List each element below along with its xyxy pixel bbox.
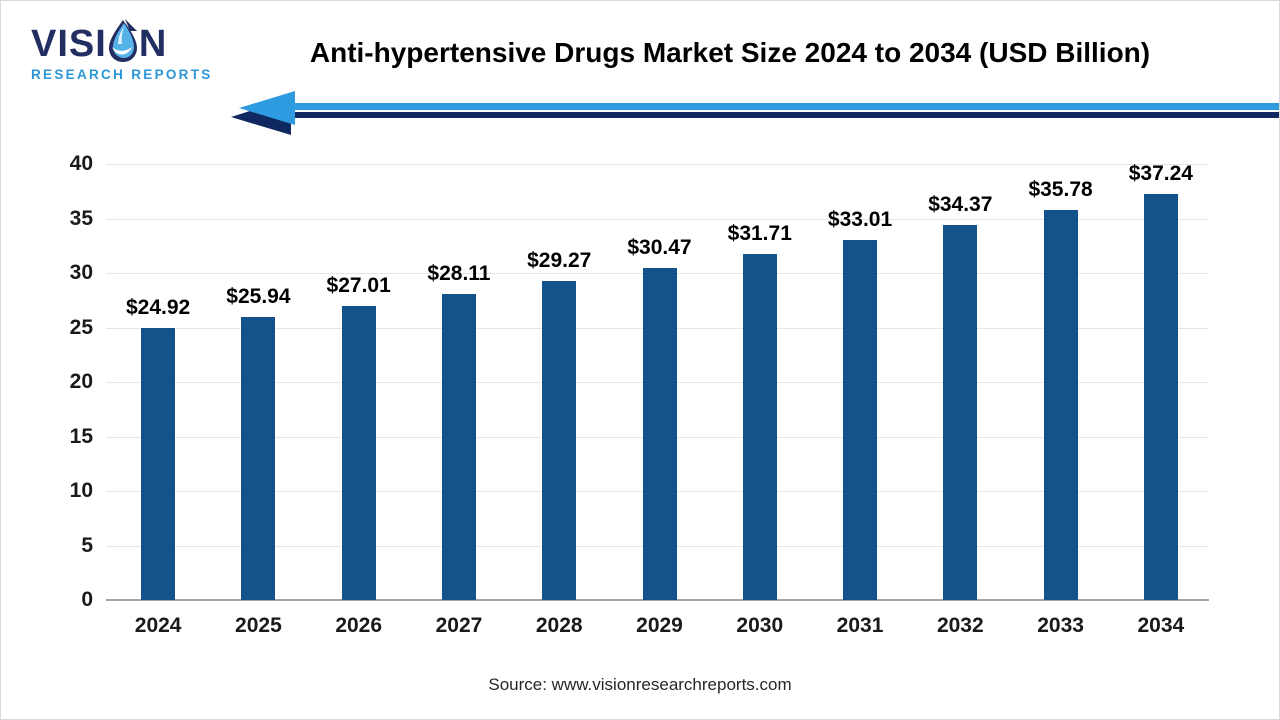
bar-value-label: $24.92	[126, 296, 191, 320]
bar	[1143, 194, 1178, 600]
y-axis-tick-label: 35	[69, 206, 93, 230]
logo-wordmark: VISI N	[31, 17, 241, 65]
bar	[241, 317, 276, 600]
y-axis-tick-label: 40	[69, 152, 93, 175]
bar-value-label: $34.37	[928, 193, 993, 217]
y-axis-tick-label: 25	[69, 315, 93, 339]
bar-value-label: $29.27	[527, 248, 592, 272]
bar-value-label: $25.94	[226, 285, 291, 309]
logo-text-part2: N	[138, 22, 168, 65]
x-axis-tick-label: 2025	[235, 614, 282, 637]
x-axis-tick-label: 2027	[435, 614, 483, 637]
bar	[642, 267, 677, 600]
x-axis-line	[106, 599, 1209, 601]
bar-value-label: $33.01	[827, 208, 893, 232]
bar	[1043, 209, 1078, 600]
gridline	[106, 164, 1209, 165]
x-axis-tick-label: 2034	[1137, 614, 1185, 637]
x-axis-tick-label: 2031	[836, 614, 884, 637]
gridline	[106, 218, 1209, 220]
bar-value-label: $35.78	[1028, 177, 1093, 201]
bar	[341, 305, 376, 600]
x-axis-tick-label: 2030	[736, 614, 784, 637]
bar	[542, 280, 577, 600]
y-axis-tick-label: 30	[69, 261, 93, 284]
bar-value-label: $31.71	[727, 222, 792, 246]
vision-research-reports-logo: VISI N RESEARCH REPORTS	[31, 17, 241, 82]
page-title: Anti-hypertensive Drugs Market Size 2024…	[309, 37, 1151, 68]
bar-value-label: $30.47	[627, 235, 692, 259]
bar-value-label: $27.01	[326, 273, 391, 297]
y-axis-tick-label: 10	[69, 479, 93, 502]
y-axis-tick-label: 0	[81, 588, 93, 611]
x-axis-tick-label: 2028	[535, 614, 583, 637]
y-axis-tick-label: 20	[69, 370, 93, 393]
logo-text-part1: VISI	[31, 22, 107, 65]
bar	[843, 240, 878, 600]
source-attribution: Source: www.visionresearchreports.com	[488, 675, 792, 694]
bar	[441, 293, 476, 600]
bar	[742, 254, 777, 600]
y-axis-tick-label: 5	[81, 533, 93, 557]
bar-value-label: $28.11	[427, 261, 491, 285]
x-axis-tick-label: 2032	[936, 614, 984, 637]
bar	[943, 225, 978, 600]
water-drop-icon	[108, 19, 137, 62]
x-axis-tick-label: 2029	[636, 614, 683, 637]
left-arrow-decoration	[231, 91, 1279, 135]
x-axis-tick-label: 2033	[1037, 614, 1084, 637]
x-axis-tick-label: 2026	[335, 614, 383, 637]
bar	[141, 328, 176, 600]
logo-subtitle: RESEARCH REPORTS	[31, 67, 213, 82]
x-axis-tick-label: 2024	[134, 614, 182, 637]
bar-value-label: $37.24	[1128, 162, 1193, 186]
y-axis-tick-label: 15	[69, 424, 93, 448]
